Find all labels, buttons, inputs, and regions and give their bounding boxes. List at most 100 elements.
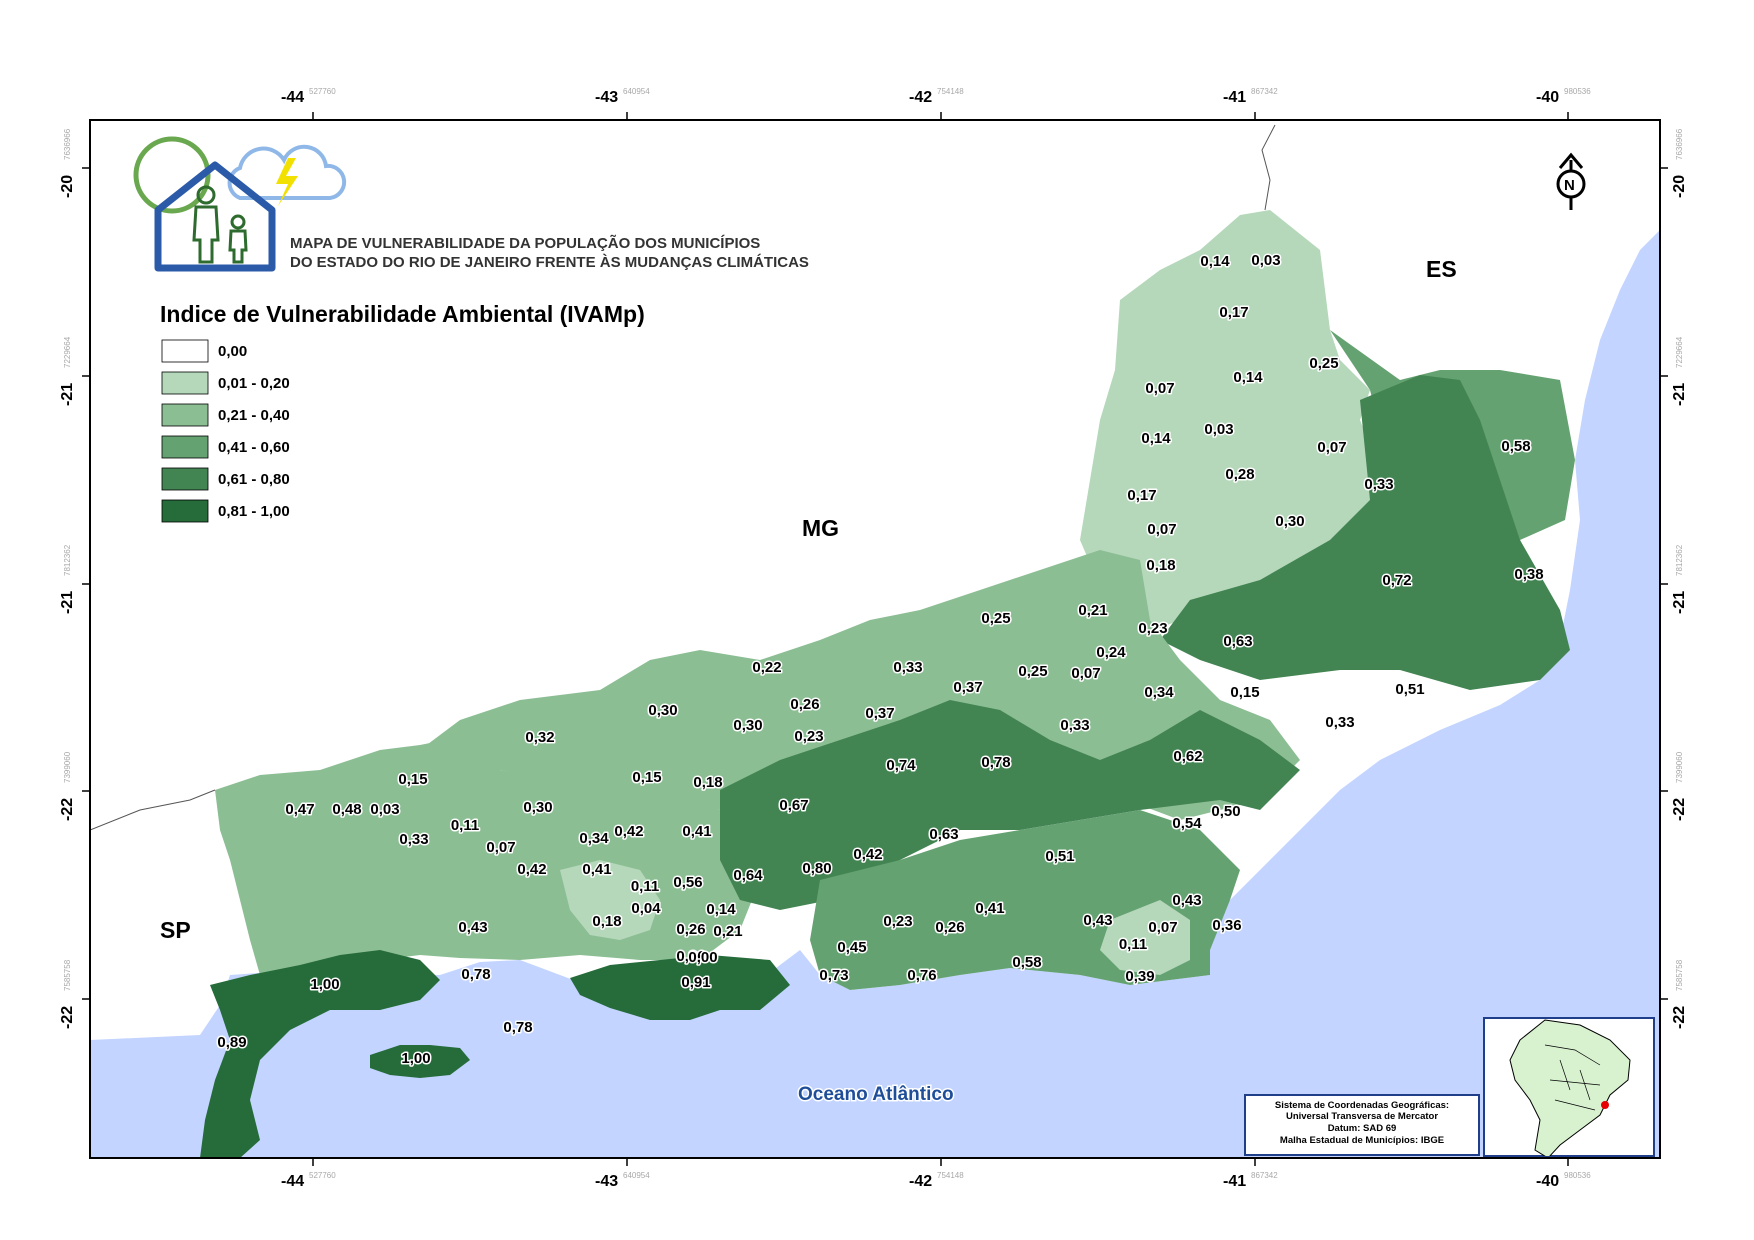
municipality-value: 0,17: [1127, 487, 1156, 504]
municipality-value: 0,62: [1173, 748, 1202, 765]
legend-swatch: [161, 435, 209, 459]
coord-label: -43: [595, 89, 618, 106]
border-es: [1261, 124, 1276, 211]
region-lakes: [1100, 900, 1190, 975]
coord-label: -42: [909, 89, 932, 106]
region-rio-city: [570, 955, 790, 1020]
coord-utm: 7229664: [63, 336, 72, 368]
municipality-value: 0,34: [579, 830, 609, 847]
coord-utm: 867342: [1251, 87, 1278, 96]
municipality-value: 0,30: [648, 702, 677, 719]
municipality-value: 0,91: [681, 974, 710, 991]
coord-utm: 7229664: [1675, 336, 1684, 368]
municipality-value: 0,32: [525, 729, 554, 746]
label-es: ES: [1426, 256, 1457, 282]
municipality-value: 0,56: [673, 874, 702, 891]
municipality-value: 0,63: [1223, 633, 1252, 650]
coord-utm: 7636966: [1675, 128, 1684, 160]
municipality-value: 0,25: [981, 610, 1010, 627]
coord-utm: 527760: [309, 1171, 336, 1180]
coord-label: -20: [1671, 175, 1688, 198]
coord-label: -42: [909, 1173, 932, 1190]
coord-utm: 754148: [937, 1171, 964, 1180]
municipality-value: 0,30: [523, 799, 552, 816]
municipality-value: 0,43: [1083, 912, 1112, 929]
municipality-value: 0,11: [631, 878, 659, 895]
municipality-value: 0,03: [1204, 421, 1233, 438]
municipality-value: 0,25: [1018, 663, 1047, 680]
region-metro-low: [560, 860, 660, 940]
municipality-value: 0,74: [886, 757, 916, 774]
legend-swatch: [161, 339, 209, 363]
municipality-value: 0,72: [1382, 572, 1411, 589]
coord-label: -44: [281, 89, 304, 106]
municipality-value: 0,21: [1078, 602, 1107, 619]
coord-label: -40: [1536, 89, 1559, 106]
coord-label: -40: [1536, 1173, 1559, 1190]
municipality-value: 0,23: [1138, 620, 1167, 637]
municipality-value: 0,30: [733, 717, 762, 734]
municipality-value: 0,15: [398, 771, 427, 788]
municipality-value: 0,33: [399, 831, 428, 848]
coord-utm: 7636966: [63, 128, 72, 160]
municipality-value: 0,34: [1144, 684, 1174, 701]
municipality-value: 0,43: [1172, 892, 1201, 909]
inset-map: [1483, 1017, 1655, 1157]
municipality-value: 0,11: [1119, 936, 1147, 953]
coord-utm: 640954: [623, 87, 650, 96]
municipality-value: 0,47: [285, 801, 314, 818]
coord-utm: 867342: [1251, 1171, 1278, 1180]
coord-label: -22: [59, 798, 76, 821]
info-box: Sistema de Coordenadas Geográficas: Univ…: [1244, 1094, 1480, 1156]
municipality-value: 0,26: [790, 696, 819, 713]
south-america-shape: [1509, 1019, 1631, 1156]
coord-utm: 980536: [1564, 87, 1591, 96]
municipality-value: 0,78: [461, 966, 490, 983]
municipality-value: 0,07: [1317, 439, 1346, 456]
coord-label: -43: [595, 1173, 618, 1190]
municipality-value: 0,21: [713, 923, 742, 940]
municipality-value: 0,51: [1045, 848, 1074, 865]
municipality-value: 0,33: [893, 659, 922, 676]
municipality-value: 0,33: [1060, 717, 1089, 734]
rio-highlight-icon: [1601, 1101, 1609, 1109]
municipality-labels: 0,14 0,03 0,17 0,25 0,14 0,07 0,14 0,03 0,07 0,58…: [216, 251, 1545, 1069]
label-sp: SP: [160, 917, 191, 943]
municipality-value: 0,00: [688, 949, 717, 966]
municipality-value: 0,23: [883, 913, 912, 930]
coord-utm: 7812362: [1675, 544, 1684, 576]
region-costa-verde: [200, 950, 440, 1158]
north-arrow: N: [1556, 152, 1586, 210]
municipality-value: 0,51: [1395, 681, 1424, 698]
municipality-value: 0,58: [1012, 954, 1041, 971]
municipality-value: 0,37: [865, 705, 894, 722]
municipality-value: 0,28: [1225, 466, 1254, 483]
house-icon: [154, 161, 276, 272]
map-border: [89, 119, 1661, 1159]
legend-items: 0,00 0,01 - 0,20 0,21 - 0,40 0,41 - 0,60 0,6…: [161, 339, 290, 523]
map-title-line1: MAPA DE VULNERABILIDADE DA POPULAÇÃO DOS…: [290, 234, 760, 252]
municipality-value: 1,00: [310, 976, 339, 993]
municipality-value: 0,38: [1514, 566, 1543, 583]
municipality-value: 0,07: [486, 839, 515, 856]
municipality-value: 0,14: [1233, 369, 1263, 386]
municipality-value: 0,11: [451, 817, 479, 834]
municipality-value: 0,33: [1364, 476, 1393, 493]
municipality-value: 0,26: [935, 919, 964, 936]
coord-utm: 640954: [623, 1171, 650, 1180]
coord-label: -41: [1223, 1173, 1246, 1190]
region-ilha-grande: [370, 1045, 470, 1078]
coord-label: -21: [1671, 383, 1688, 406]
municipality-value: 0,45: [837, 939, 866, 956]
info-line4: Malha Estadual de Municípios: IBGE: [1280, 1135, 1444, 1146]
municipality-value: 0,15: [632, 769, 661, 786]
coord-label: -22: [1671, 798, 1688, 821]
coord-label: -41: [1223, 89, 1246, 106]
coord-label: -21: [59, 383, 76, 406]
municipality-value: 0,67: [779, 797, 808, 814]
coordinate-ticks: -44 527760 -44 527760 -43 640954 -43 640954 -42 7…: [59, 87, 1688, 1190]
info-line2: Universal Transversa de Mercator: [1286, 1111, 1438, 1122]
logo: MAPA DE VULNERABILIDADE DA POPULAÇÃO DOS…: [133, 136, 809, 272]
municipality-value: 0,42: [517, 861, 546, 878]
